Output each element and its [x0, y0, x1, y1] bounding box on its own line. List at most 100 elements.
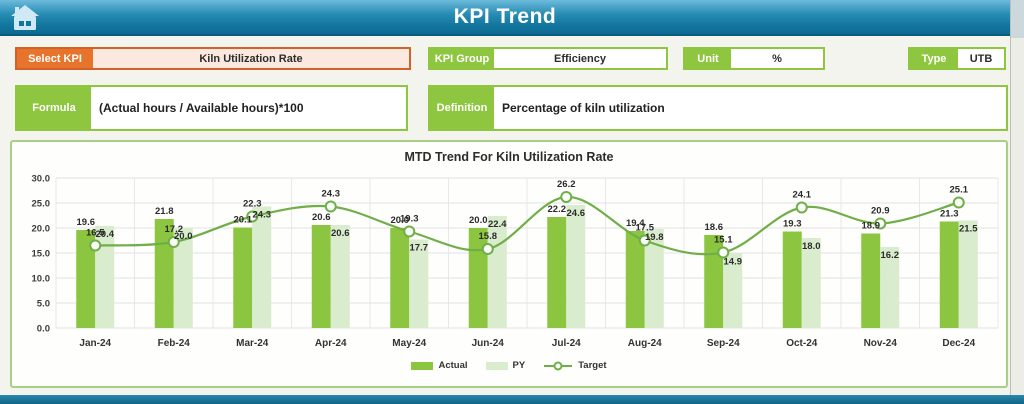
target-marker — [638, 234, 651, 247]
actual-bar — [782, 231, 802, 328]
target-data-label: 26.2 — [557, 179, 576, 190]
target-marker — [560, 191, 573, 203]
target-data-label: 16.5 — [86, 228, 105, 239]
actual-bar — [861, 233, 881, 328]
x-axis-label: Dec-24 — [942, 338, 975, 349]
legend-item-py: PY — [485, 360, 525, 371]
actual-bar — [704, 235, 724, 328]
py-data-label: 22.4 — [488, 219, 507, 230]
actual-bar — [547, 217, 567, 328]
legend-label-target: Target — [578, 360, 607, 371]
unit-control: Unit % — [683, 47, 825, 70]
actual-bar — [939, 221, 959, 328]
target-data-label: 20.9 — [871, 206, 890, 217]
py-bar — [566, 205, 586, 328]
target-data-label: 22.3 — [243, 199, 262, 210]
legend-item-actual: Actual — [411, 360, 468, 371]
title-bar: KPI Trend — [0, 0, 1010, 36]
py-bar — [958, 220, 978, 328]
py-bar — [487, 216, 507, 328]
py-bar — [409, 239, 429, 328]
x-axis-label: Apr-24 — [315, 338, 347, 349]
py-data-label: 17.7 — [410, 243, 429, 254]
actual-data-label: 18.9 — [862, 221, 881, 232]
target-marker — [952, 196, 965, 209]
legend-swatch-actual — [411, 361, 434, 370]
py-bar — [801, 238, 821, 328]
x-axis-label: Jan-24 — [79, 338, 111, 349]
target-data-label: 24.3 — [322, 189, 341, 200]
select-kpi-value[interactable]: Kiln Utilization Rate — [93, 49, 409, 68]
unit-label: Unit — [685, 49, 731, 68]
legend-swatch-py — [485, 361, 508, 370]
actual-data-label: 19.3 — [783, 219, 802, 230]
actual-data-label: 21.8 — [155, 206, 174, 217]
actual-data-label: 19.6 — [77, 217, 96, 228]
unit-value: % — [731, 49, 823, 68]
target-marker — [324, 200, 337, 213]
type-label: Type — [910, 49, 958, 68]
definition-value: Percentage of kiln utilization — [494, 87, 1006, 129]
kpi-group-value: Efficiency — [494, 49, 666, 68]
py-bar — [880, 247, 900, 328]
actual-data-label: 21.3 — [940, 209, 959, 220]
py-data-label: 19.8 — [645, 232, 664, 243]
target-marker — [403, 225, 416, 238]
x-axis-label: Mar-24 — [236, 338, 269, 349]
py-data-label: 20.6 — [331, 228, 350, 239]
target-marker — [481, 243, 494, 255]
select-kpi-label: Select KPI — [17, 49, 93, 68]
target-marker — [89, 239, 102, 252]
home-icon[interactable] — [10, 4, 40, 32]
target-data-label: 25.1 — [950, 185, 969, 196]
py-data-label: 18.0 — [802, 241, 821, 252]
x-axis-label: May-24 — [392, 338, 426, 349]
py-data-label: 14.9 — [724, 257, 743, 268]
actual-data-label: 20.1 — [234, 215, 253, 226]
actual-bar — [76, 230, 96, 328]
mtd-trend-chart: 0.0 5.0 10.0 15.0 20.0 25.0 30.0 19.620.416.5 Ja… — [32, 174, 999, 349]
py-data-label: 16.2 — [881, 250, 900, 261]
target-data-label: 19.3 — [400, 214, 419, 225]
target-data-label: 24.1 — [793, 190, 812, 201]
kpi-group-label: KPI Group — [430, 49, 494, 68]
py-bar — [330, 225, 350, 328]
actual-bar — [625, 231, 645, 328]
x-axis-label: Nov-24 — [864, 338, 898, 349]
target-marker — [246, 210, 259, 223]
select-kpi-control: Select KPI Kiln Utilization Rate — [15, 47, 411, 70]
formula-value: (Actual hours / Available hours)*100 — [91, 87, 406, 129]
actual-data-label: 20.0 — [469, 215, 488, 226]
x-axis-label: Jul-24 — [552, 338, 581, 349]
actual-data-label: 18.6 — [705, 222, 724, 233]
target-data-label: 15.8 — [479, 231, 498, 242]
y-tick-label: 30.0 — [32, 174, 51, 185]
x-axis-label: Jun-24 — [472, 338, 505, 349]
page-title: KPI Trend — [453, 5, 557, 28]
py-data-label: 24.6 — [567, 208, 586, 219]
target-marker — [795, 201, 808, 214]
target-marker — [167, 236, 180, 248]
type-value: UTB — [958, 49, 1004, 68]
x-axis-label: Oct-24 — [786, 338, 818, 349]
y-tick-label: 15.0 — [32, 249, 51, 260]
actual-data-label: 22.2 — [548, 204, 567, 215]
actual-data-label: 20.0 — [391, 215, 410, 226]
type-control: Type UTB — [908, 47, 1006, 70]
py-data-label: 24.3 — [253, 210, 272, 221]
py-data-label: 20.0 — [174, 231, 193, 242]
window-bottom-bar — [0, 395, 1024, 404]
legend-item-target: Target — [543, 360, 607, 371]
legend-target-marker-icon — [544, 361, 573, 370]
actual-bar — [311, 225, 331, 328]
actual-data-label: 20.6 — [312, 212, 331, 223]
kpi-group-control: KPI Group Efficiency — [428, 47, 668, 70]
chart-panel: MTD Trend For Kiln Utilization Rate 0.0 5… — [10, 140, 1008, 388]
y-tick-label: 5.0 — [37, 299, 50, 310]
chart-title: MTD Trend For Kiln Utilization Rate — [404, 150, 614, 164]
target-data-label: 17.2 — [165, 224, 184, 235]
actual-bar — [468, 228, 488, 328]
legend-label-actual: Actual — [438, 360, 468, 371]
target-marker — [717, 246, 730, 259]
actual-bar — [154, 219, 174, 328]
